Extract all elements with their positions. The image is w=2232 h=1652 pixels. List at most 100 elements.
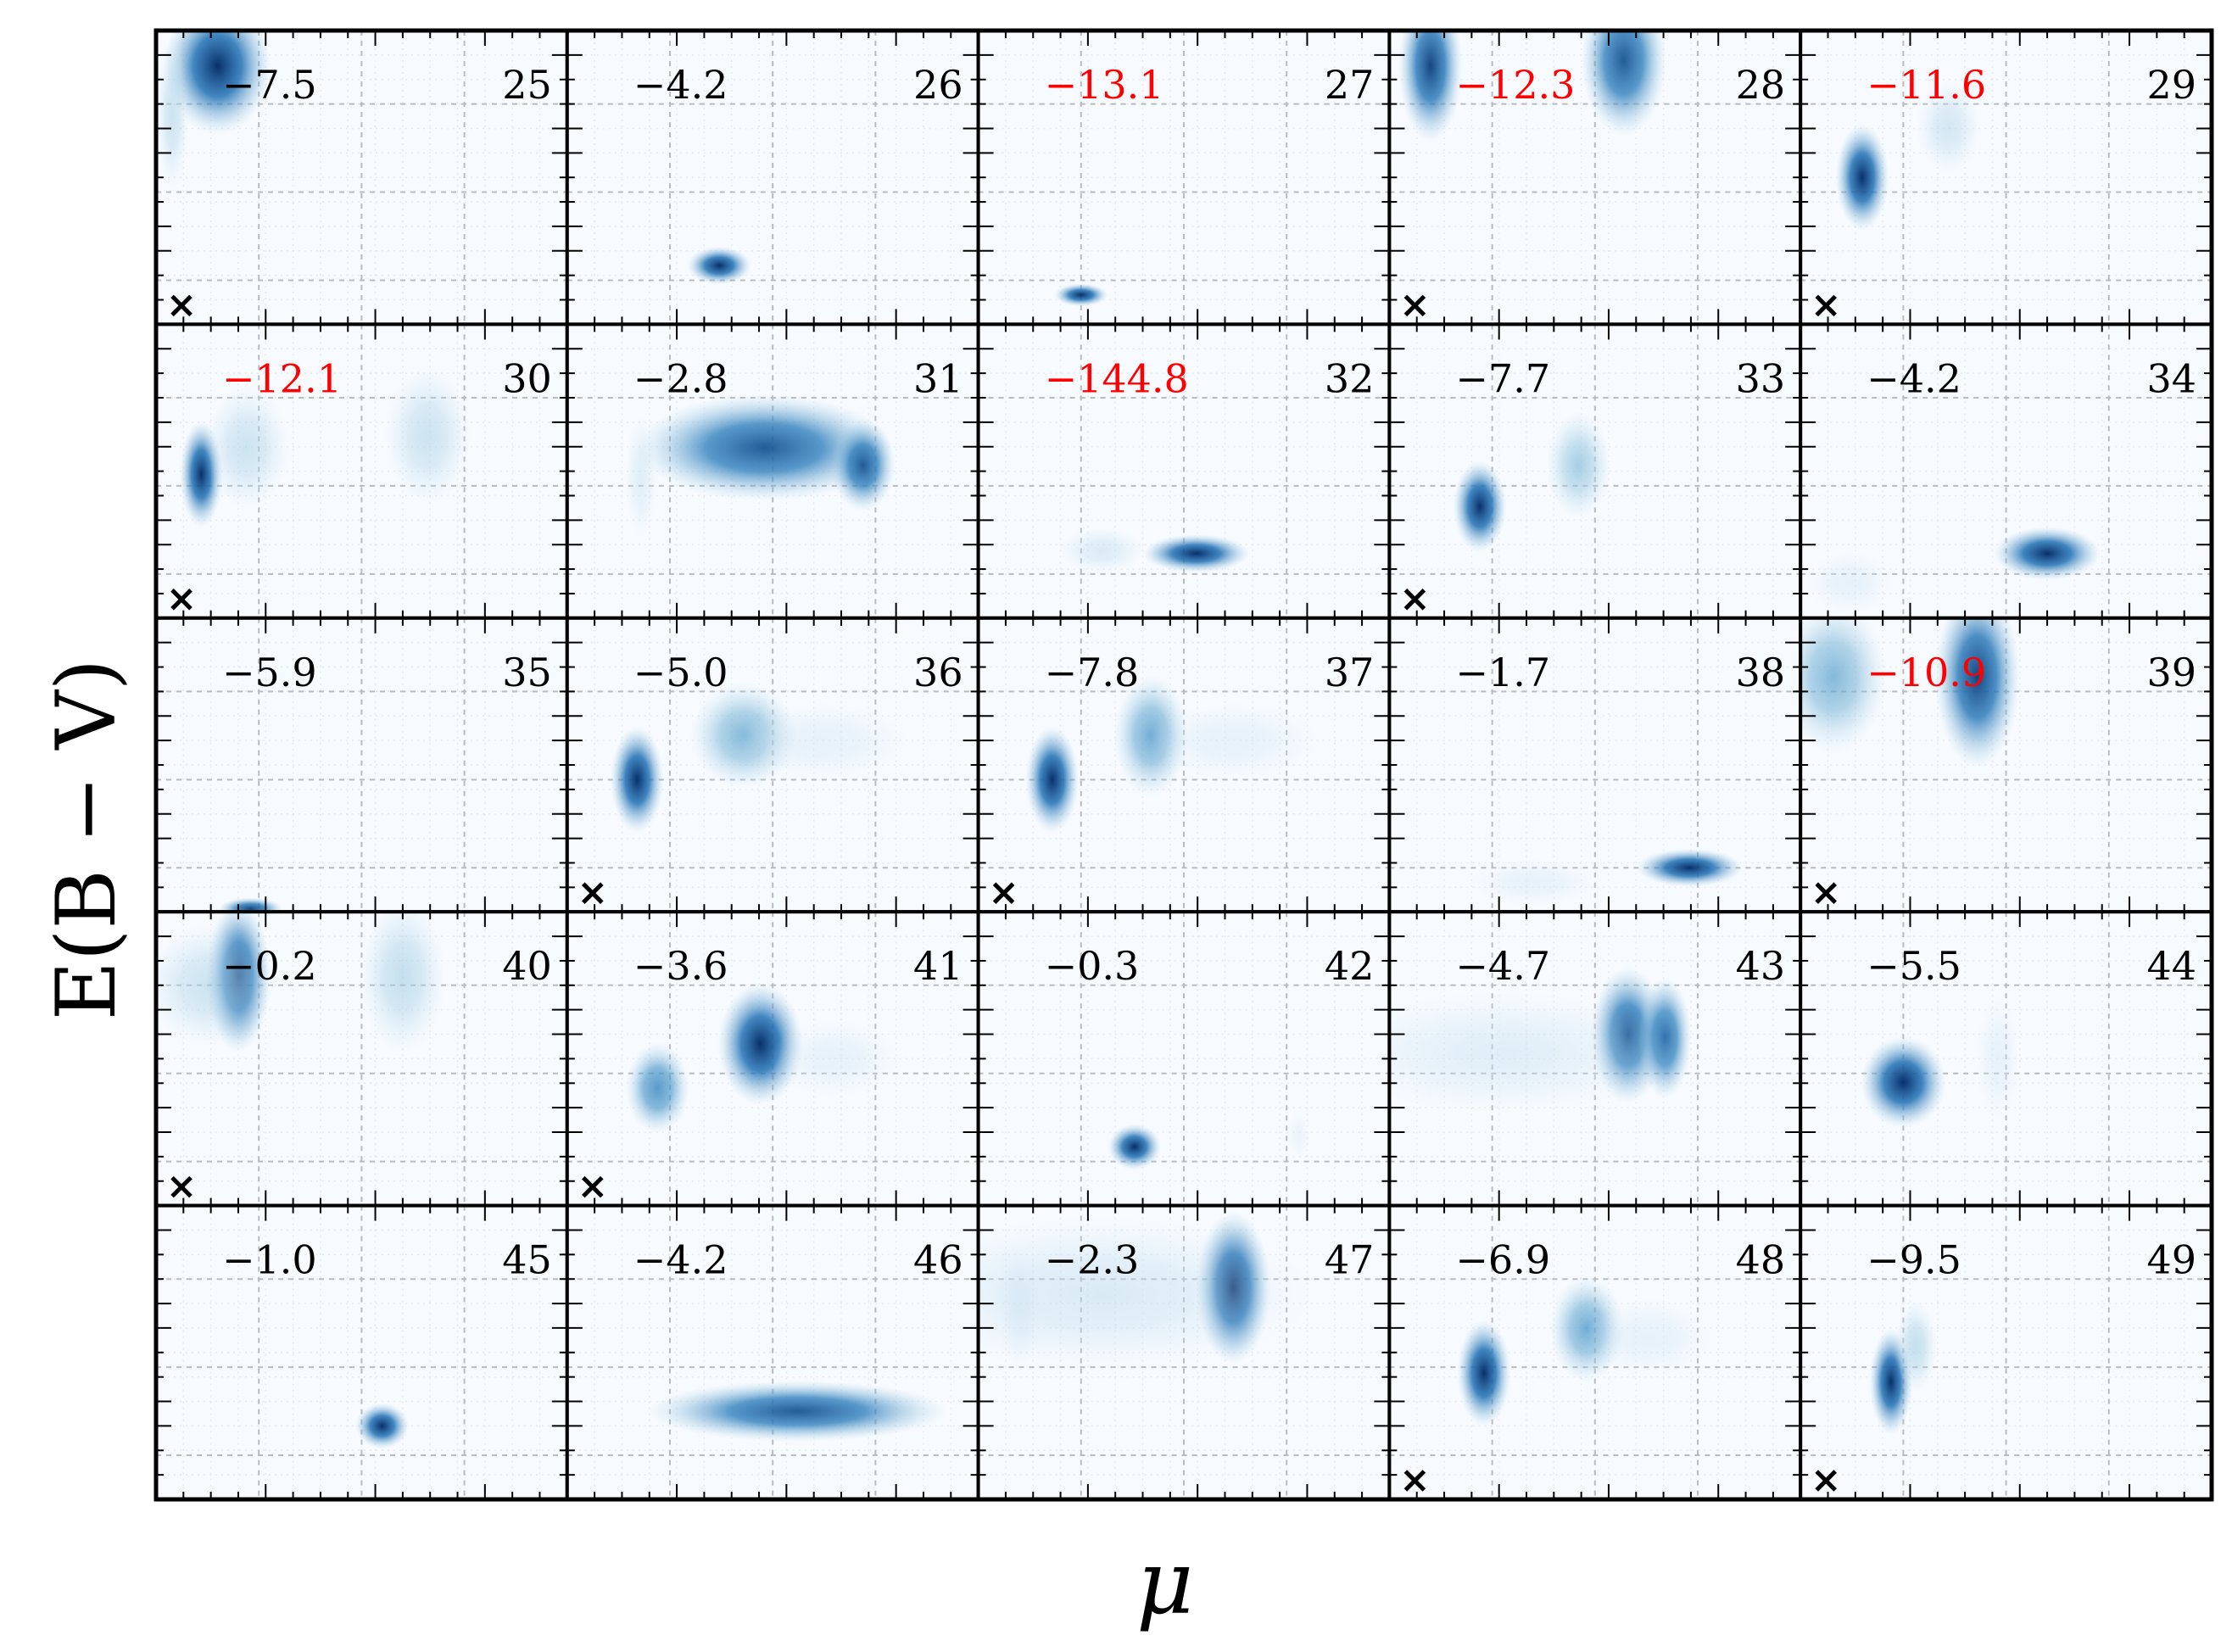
density-blob [1288, 1112, 1310, 1158]
panel-value-label: −7.8 [1045, 650, 1140, 695]
panel-value-label: −0.2 [222, 943, 317, 989]
panel-44: −5.5 44 [1799, 910, 2213, 1208]
density-map [156, 912, 446, 1053]
x-marker-icon [1815, 1470, 1837, 1492]
density-map [625, 983, 899, 1135]
density-map [180, 366, 471, 528]
x-marker-icon [1403, 294, 1426, 317]
panel-value-label: −10.9 [1867, 650, 1986, 695]
panel-id-label: 36 [913, 650, 963, 695]
density-blob [218, 897, 283, 913]
panel-38: −1.7 38 [1387, 616, 1803, 914]
panel-41: −3.6 41 [565, 910, 980, 1208]
x-marker-icon [1815, 294, 1837, 317]
panel-grid [566, 31, 979, 325]
panel-value-label: −11.6 [1867, 62, 1986, 108]
panel-26: −4.2 26 [565, 29, 980, 326]
panel-id-label: 27 [1325, 62, 1375, 108]
panel-value-label: −5.0 [633, 650, 728, 695]
panel-id-label: 47 [1325, 1237, 1375, 1283]
density-blob [1806, 552, 1893, 614]
density-blob [770, 1020, 899, 1097]
density-blob [1054, 283, 1108, 307]
x-marker-icon [582, 1175, 604, 1198]
x-marker-icon [582, 882, 604, 904]
panel-value-label: −13.1 [1045, 62, 1164, 108]
panel-value-label: −12.3 [1455, 62, 1575, 108]
density-blob [647, 1381, 947, 1443]
panel-id-label: 42 [1325, 943, 1375, 989]
panel-ticks [156, 617, 567, 913]
panel-47: −2.3 47 [976, 1203, 1392, 1501]
density-blob [687, 246, 751, 285]
panel-grid [156, 617, 567, 913]
density-map [1869, 1300, 1938, 1436]
density-blob [736, 703, 908, 780]
density-blob [1398, 31, 1463, 142]
density-blob [1453, 460, 1507, 553]
panel-grid [1800, 31, 2212, 325]
panel-value-label: −0.3 [1045, 943, 1140, 989]
density-blob [1916, 81, 1981, 174]
panel-value-label: −4.2 [633, 1237, 728, 1283]
panel-grid [566, 1205, 979, 1499]
panel-value-label: −7.5 [222, 62, 317, 108]
panel-id-label: 46 [913, 1237, 963, 1283]
panel-33: −7.7 33 [1387, 322, 1803, 620]
panel-id-label: 34 [2146, 355, 2196, 401]
density-map [156, 31, 271, 190]
density-blob [164, 31, 271, 135]
density-blob [1994, 527, 2101, 581]
panel-id-label: 37 [1325, 650, 1375, 695]
panel-25: −7.5 25 [154, 29, 569, 326]
x-marker-icon [170, 589, 193, 611]
panel-32: −144.8 32 [976, 322, 1392, 620]
density-blob [1389, 991, 1676, 1114]
density-blob [384, 366, 471, 505]
panel-grid [156, 1205, 567, 1499]
panel-value-label: −5.5 [1867, 943, 1961, 989]
panel-27: −13.1 27 [976, 29, 1392, 326]
density-map [1025, 674, 1320, 834]
x-marker-icon [170, 1175, 193, 1198]
density-map [647, 1381, 947, 1443]
panel-39: −10.9 39 [1799, 616, 2213, 914]
panel-value-label: −6.9 [1455, 1237, 1550, 1283]
panel-id-label: 25 [502, 62, 552, 108]
density-blob [1058, 527, 1145, 574]
y-axis-label-text: E(B − V) [39, 658, 134, 1021]
density-map [1457, 1275, 1713, 1427]
panel-id-label: 33 [1736, 355, 1786, 401]
panel-id-label: 45 [502, 1237, 552, 1283]
density-map [1389, 966, 1692, 1114]
panel-grid [1389, 1205, 1801, 1499]
density-blob [1147, 703, 1320, 780]
density-blob [1800, 617, 1887, 754]
density-map [1860, 997, 2020, 1129]
panel-id-label: 38 [1736, 650, 1786, 695]
panel-value-label: −1.7 [1455, 650, 1550, 695]
density-map [1108, 1112, 1310, 1170]
panel-value-label: −12.1 [222, 355, 342, 401]
panel-id-label: 35 [502, 650, 552, 695]
density-blob [355, 1403, 410, 1449]
density-blob [1584, 1299, 1713, 1376]
density-map [625, 393, 896, 539]
density-blob [156, 36, 189, 190]
density-blob [1636, 848, 1744, 887]
panel-35: −5.9 35 [154, 616, 569, 914]
density-blob [636, 393, 893, 501]
panel-40: −0.2 40 [154, 910, 569, 1208]
panel-31: −2.8 31 [565, 322, 980, 620]
density-map [610, 682, 908, 834]
density-map [1398, 31, 1667, 142]
panel-28: −12.3 28 [1387, 29, 1803, 326]
density-blob [1860, 1036, 1946, 1129]
panel-value-label: −144.8 [1045, 355, 1189, 401]
panel-value-label: −4.2 [633, 62, 728, 108]
density-map [355, 1403, 410, 1449]
panel-value-label: −2.8 [633, 355, 728, 401]
x-axis-label: μ [1136, 1531, 1194, 1634]
density-map [1469, 848, 1744, 906]
